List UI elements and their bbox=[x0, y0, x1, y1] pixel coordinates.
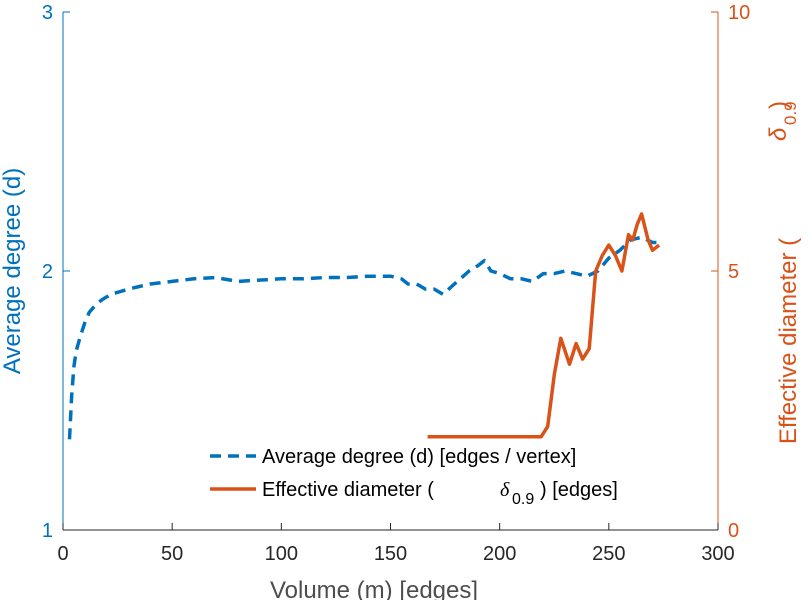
x-tick-label: 100 bbox=[265, 543, 298, 565]
x-axis: 0 50 100 150 200 250 300 bbox=[57, 523, 735, 565]
legend-label-effective-diameter-subscript: 0.9 bbox=[512, 491, 534, 508]
left-axis-title: Average degree (d) bbox=[0, 168, 26, 374]
x-tick-label: 200 bbox=[483, 543, 516, 565]
average-degree-line bbox=[67, 235, 664, 440]
x-tick-label: 300 bbox=[701, 543, 734, 565]
right-axis-title-prefix: Effective diameter ( bbox=[775, 238, 802, 444]
legend-label-effective-diameter-suffix: ) [edges] bbox=[540, 479, 618, 501]
effective-diameter-line bbox=[427, 212, 661, 439]
legend: Average degree (d) [edges / vertex] Effec… bbox=[210, 446, 618, 508]
right-axis-title-suffix: ) bbox=[765, 101, 792, 109]
left-tick-label: 3 bbox=[42, 2, 53, 24]
left-y-axis: 1 2 3 bbox=[42, 2, 70, 542]
right-axis-title: Effective diameter ( δ 0.9 ) bbox=[765, 101, 802, 444]
right-y-axis: 0 5 10 bbox=[711, 2, 750, 542]
x-tick-label: 150 bbox=[374, 543, 407, 565]
right-tick-label: 5 bbox=[728, 261, 739, 283]
right-axis-title-subscript: 0.9 bbox=[781, 101, 800, 125]
x-axis-title: Volume (m) [edges] bbox=[270, 577, 478, 600]
left-tick-label: 2 bbox=[42, 261, 53, 283]
left-tick-label: 1 bbox=[42, 520, 53, 542]
legend-label-effective-diameter-prefix: Effective diameter ( bbox=[262, 479, 434, 501]
right-tick-label: 10 bbox=[728, 2, 750, 24]
svg-text:δ: δ bbox=[765, 127, 792, 141]
x-tick-label: 0 bbox=[57, 543, 68, 565]
x-tick-label: 50 bbox=[161, 543, 183, 565]
svg-text:Effective diameter (: Effective diameter ( bbox=[775, 238, 802, 444]
svg-text:0.9: 0.9 bbox=[781, 101, 800, 125]
x-tick-label: 250 bbox=[592, 543, 625, 565]
right-tick-label: 0 bbox=[728, 520, 739, 542]
series-layer bbox=[67, 212, 664, 440]
svg-text:): ) bbox=[765, 101, 792, 109]
legend-label-effective-diameter-symbol: δ bbox=[500, 479, 510, 501]
legend-label-average-degree: Average degree (d) [edges / vertex] bbox=[262, 446, 576, 468]
right-axis-title-symbol: δ bbox=[765, 127, 792, 141]
